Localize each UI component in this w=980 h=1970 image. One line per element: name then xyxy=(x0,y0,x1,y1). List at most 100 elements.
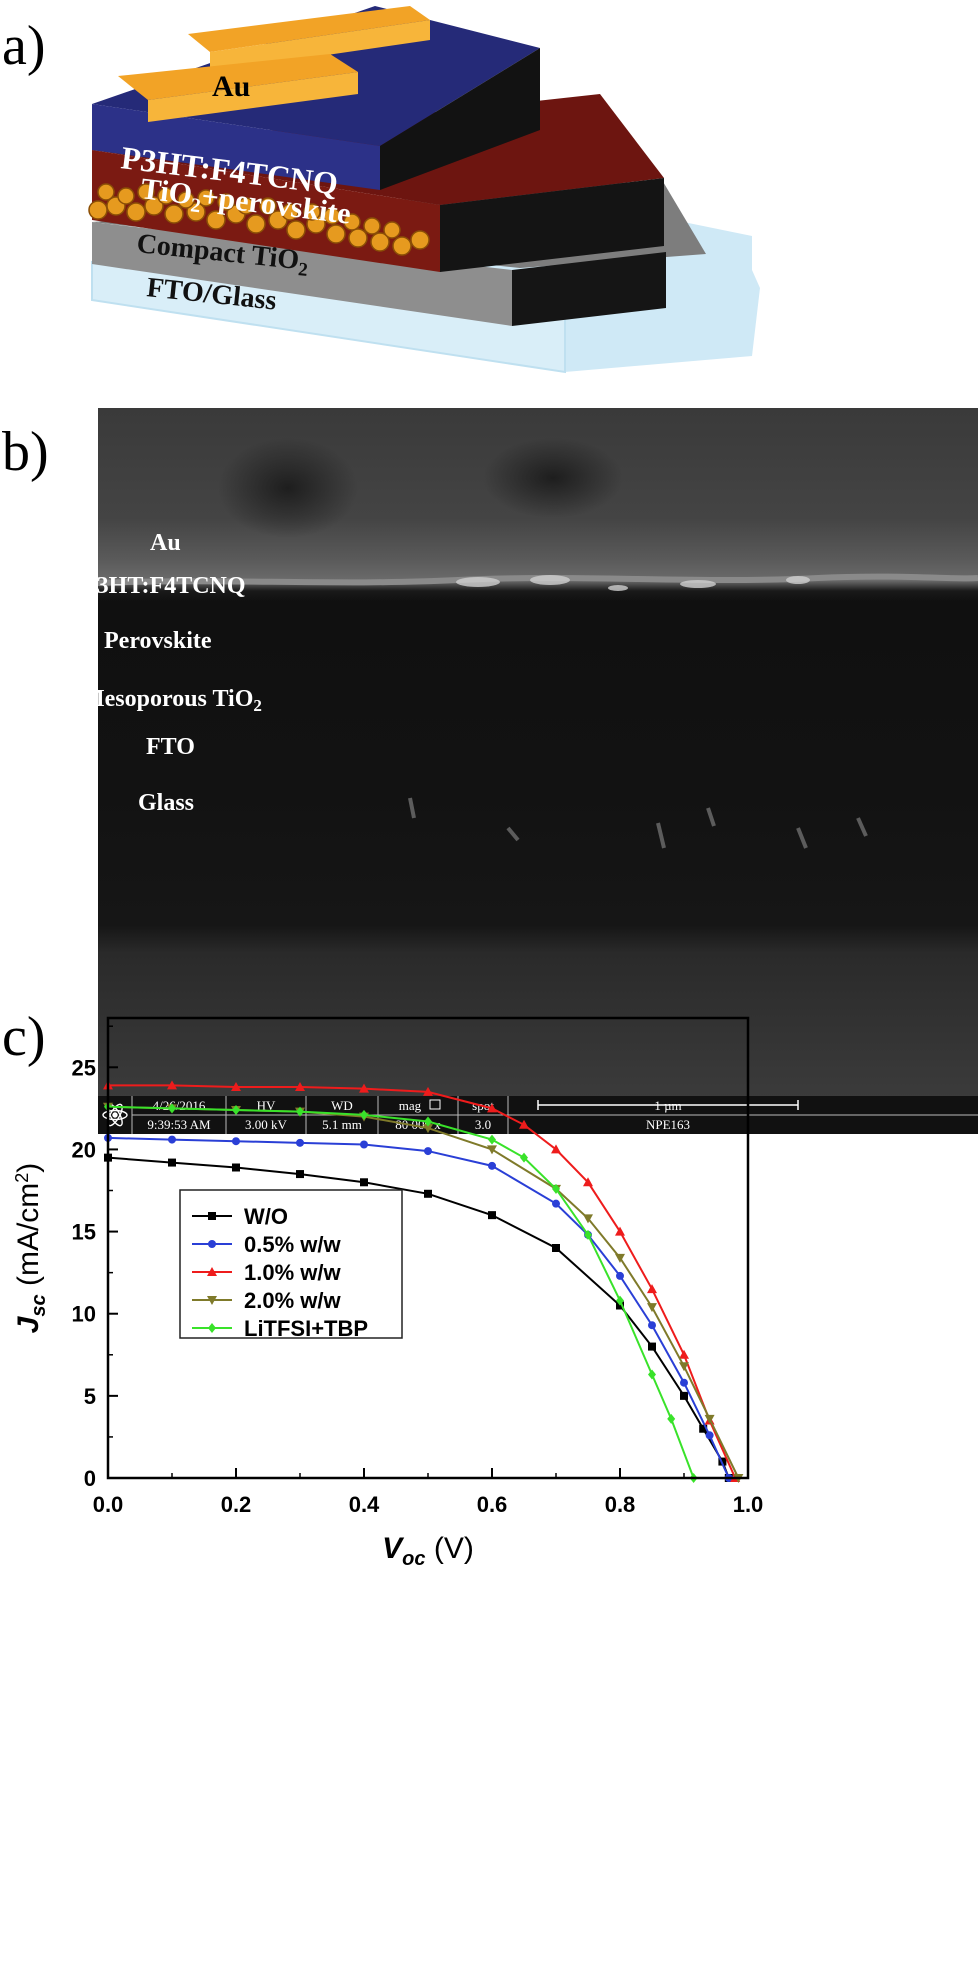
data-point xyxy=(232,1163,240,1172)
htl-layer-front xyxy=(92,104,380,190)
legend-label: LiTFSI+TBP xyxy=(244,1316,368,1341)
legend-marker xyxy=(208,1240,216,1248)
data-point xyxy=(360,1178,368,1187)
sem-hv-label: HV xyxy=(257,1098,276,1113)
compact-layer-side xyxy=(512,252,666,326)
legend-marker xyxy=(208,1212,216,1220)
data-point xyxy=(520,1152,528,1163)
data-point xyxy=(296,1138,304,1147)
data-point xyxy=(552,1244,560,1252)
mag-box-icon xyxy=(429,1099,441,1110)
sem-mag-label: mag xyxy=(399,1098,422,1113)
data-point xyxy=(680,1378,688,1387)
tio2-nanoparticles xyxy=(88,183,430,256)
data-point xyxy=(680,1391,688,1400)
data-point xyxy=(231,1082,241,1091)
legend-box xyxy=(179,1189,403,1339)
sem-glass-label: Glass xyxy=(138,790,194,816)
chart-ticks-group: 0.0 0.2 0.4 0.6 0.8 1.0 0 5 10 15 20 25 xyxy=(72,1025,763,1517)
sem-sample-id: NPE163 xyxy=(646,1117,690,1132)
sem-dark-blob xyxy=(218,438,358,538)
data-point xyxy=(552,1183,560,1194)
data-point xyxy=(424,1116,432,1127)
legend-label: 0.5% w/w xyxy=(244,1232,341,1257)
data-point xyxy=(583,1177,593,1187)
data-point xyxy=(296,1106,304,1117)
series-line xyxy=(107,1136,730,1479)
data-point xyxy=(296,1170,304,1179)
data-point xyxy=(487,1103,497,1113)
sem-hv-value: 3.00 kV xyxy=(245,1117,288,1132)
data-point xyxy=(648,1342,656,1351)
au-electrode-back-front xyxy=(210,20,430,72)
data-point xyxy=(168,1158,176,1167)
sem-wd-value: 5.1 mm xyxy=(322,1117,362,1132)
data-point xyxy=(648,1321,656,1330)
data-point xyxy=(583,1214,593,1224)
x-tick-label: 0.2 xyxy=(221,1492,252,1517)
sem-micrograph: Au P3HT:F4TCNQ Perovskite Mesoporous TiO… xyxy=(98,408,978,1098)
data-point xyxy=(615,1226,625,1236)
x-tick-label: 0.6 xyxy=(477,1492,508,1517)
data-point xyxy=(551,1144,561,1154)
legend-label: W/O xyxy=(244,1204,288,1229)
panel-a-label: a) xyxy=(2,15,46,77)
data-point xyxy=(232,1137,240,1146)
data-point xyxy=(647,1303,657,1313)
sem-meso-label: Mesoporous TiO2 xyxy=(98,686,262,715)
data-point xyxy=(616,1295,624,1306)
sem-glass-fibers xyxy=(408,797,868,849)
panel-c-label: c) xyxy=(2,1006,46,1068)
legend: W/O 0.5% w/w 1.0% w/w 2.0% w/w LiTFSI+TBP xyxy=(179,1189,403,1341)
data-point xyxy=(647,1284,657,1294)
legend-label: 2.0% w/w xyxy=(244,1288,341,1313)
sem-dark-blob xyxy=(483,438,623,518)
sem-grain-highlights xyxy=(456,575,810,591)
data-point xyxy=(424,1189,432,1198)
jv-chart: 0.0 0.2 0.4 0.6 0.8 1.0 0 5 10 15 20 25 W/O 0.5% w/w… xyxy=(12,1016,763,1570)
legend-label: 1.0% w/w xyxy=(244,1260,341,1285)
x-tick-label: 0.0 xyxy=(93,1492,124,1517)
data-point xyxy=(359,1083,369,1093)
panel-b-label: b) xyxy=(2,421,49,483)
sem-wd-label: WD xyxy=(331,1098,353,1113)
au-electrode-front-face xyxy=(148,72,358,122)
data-point xyxy=(705,1431,714,1440)
device-architecture-diagram: Au P3HT:F4TCNQ TiO2+perovskite Compact T… xyxy=(88,6,760,374)
data-point xyxy=(168,1103,176,1114)
au-layer-label: Au xyxy=(212,70,250,103)
data-point xyxy=(232,1105,240,1115)
data-point xyxy=(704,1414,715,1424)
series-line xyxy=(107,1156,730,1479)
sem-info-dividers xyxy=(131,1096,978,1134)
chart-series-group xyxy=(103,1080,744,1483)
y-tick-label: 15 xyxy=(72,1220,96,1245)
sem-htl-label: P3HT:F4TCNQ xyxy=(98,573,246,599)
sem-layer-interface xyxy=(98,573,978,586)
legend-marker xyxy=(207,1267,217,1276)
legend-marker xyxy=(207,1296,217,1305)
data-point xyxy=(488,1134,496,1145)
legend-marker xyxy=(208,1323,216,1333)
data-point xyxy=(584,1229,592,1240)
data-point xyxy=(424,1147,432,1156)
au-electrode-back xyxy=(188,6,430,52)
data-point xyxy=(552,1199,560,1208)
data-point xyxy=(167,1080,177,1090)
perovskite-layer-side xyxy=(440,178,664,272)
legend-items: W/O 0.5% w/w 1.0% w/w 2.0% w/w LiTFSI+TBP xyxy=(192,1204,368,1341)
sem-spot-value: 3.0 xyxy=(475,1117,491,1132)
y-axis-title: Jsc (mA/cm2) xyxy=(12,1163,50,1334)
y-tick-label: 20 xyxy=(72,1137,96,1162)
data-point xyxy=(679,1349,689,1359)
data-point xyxy=(168,1135,176,1144)
sem-au-label: Au xyxy=(150,530,181,556)
sem-time: 9:39:53 AM xyxy=(147,1117,211,1132)
data-point xyxy=(423,1086,433,1096)
y-tick-label: 5 xyxy=(84,1384,96,1409)
x-tick-label: 0.8 xyxy=(605,1492,636,1517)
data-point xyxy=(699,1424,708,1433)
data-point xyxy=(679,1362,689,1372)
data-point xyxy=(488,1161,496,1170)
series-line xyxy=(107,1105,695,1479)
